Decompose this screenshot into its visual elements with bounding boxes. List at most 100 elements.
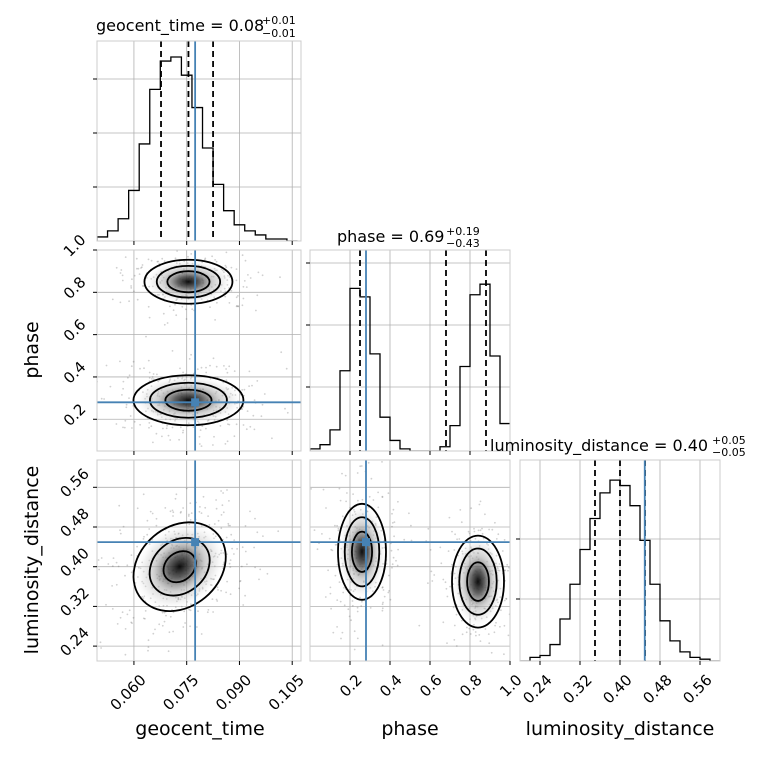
sample-dot — [505, 598, 508, 600]
sample-dot — [182, 626, 185, 628]
sample-dot — [124, 574, 126, 577]
sample-dot — [151, 512, 154, 515]
histogram-bar — [139, 144, 150, 241]
y-tick-label: 0.48 — [56, 504, 92, 540]
sample-dot — [233, 370, 236, 372]
sample-dot — [140, 267, 142, 269]
sample-dot — [256, 531, 259, 534]
sample-dot — [461, 633, 464, 636]
sample-dot — [147, 649, 149, 652]
sample-dot — [286, 411, 289, 414]
sample-dot — [161, 624, 164, 627]
sample-dot — [313, 529, 316, 531]
sample-dot — [148, 371, 151, 374]
sample-dot — [215, 598, 218, 601]
sample-dot — [127, 376, 129, 379]
sample-dot — [446, 595, 449, 598]
sample-dot — [179, 511, 182, 514]
sample-dot — [203, 258, 206, 261]
sample-dot — [310, 488, 312, 490]
sample-dot — [431, 580, 434, 582]
sample-dot — [372, 499, 375, 501]
sample-dot — [169, 305, 171, 308]
x-tick-label: 0.090 — [212, 671, 255, 714]
sample-dot — [209, 364, 211, 367]
histogram-bar — [570, 584, 580, 661]
sample-dot — [382, 589, 385, 591]
sample-dot — [503, 624, 506, 627]
sample-dot — [468, 671, 470, 673]
sample-dot — [98, 568, 100, 571]
sample-dot — [481, 532, 484, 535]
sample-dot — [427, 527, 430, 530]
sample-dot — [253, 399, 256, 401]
sample-dot — [205, 366, 207, 369]
sample-dot — [109, 385, 112, 388]
sample-dot — [115, 561, 118, 564]
sample-dot — [397, 500, 399, 503]
sample-dot — [196, 368, 199, 371]
panel-phase-hist: phase = 0.69 +0.19 −0.43 — [309, 225, 511, 452]
sample-dot — [334, 574, 337, 577]
sample-dot — [497, 533, 500, 536]
sample-dot — [381, 586, 384, 589]
sample-dot — [121, 279, 124, 282]
sample-dot — [338, 581, 341, 583]
sample-dot — [235, 268, 238, 270]
sample-dot — [146, 533, 149, 536]
sample-dot — [217, 519, 220, 522]
sample-dot — [214, 319, 217, 321]
sample-dot — [484, 513, 486, 516]
sample-dot — [244, 525, 247, 527]
sample-dot — [513, 592, 515, 594]
sample-dot — [142, 617, 145, 620]
sample-dot — [225, 379, 228, 382]
sample-dot — [122, 426, 124, 429]
sample-dot — [503, 539, 506, 541]
sample-dot — [479, 529, 482, 532]
contour-line — [466, 561, 490, 602]
sample-dot — [241, 546, 244, 549]
sample-dot — [144, 617, 146, 620]
histogram-bar — [360, 297, 370, 451]
title-distance-minus: −0.05 — [712, 446, 746, 459]
sample-dot — [122, 525, 125, 528]
sample-dot — [528, 566, 530, 568]
sample-dot — [162, 312, 165, 315]
sample-dot — [356, 472, 359, 474]
sample-dot — [103, 398, 105, 400]
sample-dot — [136, 298, 139, 301]
histogram-bar — [370, 354, 380, 451]
sample-dot — [148, 528, 151, 530]
sample-dot — [514, 601, 516, 603]
sample-dot — [252, 414, 255, 417]
sample-dot — [212, 611, 215, 613]
panel-frame — [309, 249, 511, 452]
sample-dot — [205, 427, 207, 430]
sample-dot — [334, 543, 337, 546]
histogram-bar — [550, 645, 560, 661]
histogram-bar — [108, 231, 119, 241]
sample-dot — [124, 653, 127, 656]
sample-dot — [225, 368, 228, 370]
sample-dot — [206, 611, 209, 614]
sample-dot — [227, 522, 230, 525]
sample-dot — [152, 632, 155, 635]
sample-dot — [336, 599, 339, 601]
sample-dot — [216, 600, 219, 602]
sample-dot — [343, 604, 346, 607]
sample-dot — [228, 500, 230, 502]
panel-distance-vs-geocent-time — [96, 459, 302, 662]
sample-dot — [190, 512, 193, 514]
sample-dot — [119, 532, 122, 535]
x-tick-label: 0.48 — [639, 671, 675, 707]
sample-dot — [147, 258, 150, 261]
sample-dot — [119, 301, 122, 304]
sample-dot — [229, 559, 232, 561]
sample-dot — [163, 260, 166, 263]
sample-dot — [181, 305, 184, 308]
sample-dot — [238, 587, 241, 590]
sample-dot — [277, 530, 280, 533]
sample-dot — [169, 510, 172, 513]
sample-dot — [128, 609, 131, 612]
